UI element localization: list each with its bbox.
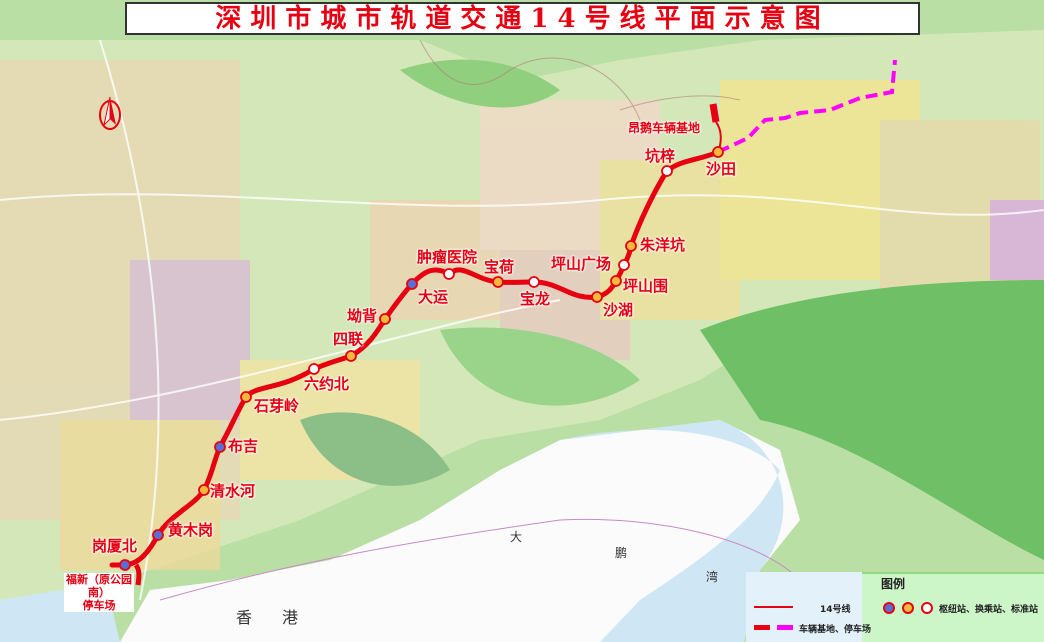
station-marker-transfer[interactable] xyxy=(492,276,504,288)
station-marker-standard[interactable] xyxy=(661,165,673,177)
station-label[interactable]: 宝龙 xyxy=(520,290,551,308)
station-label[interactable]: 黄木岗 xyxy=(168,521,214,539)
station-label[interactable]: 沙田 xyxy=(706,160,737,178)
station-marker-standard[interactable] xyxy=(618,259,630,271)
station-label[interactable]: 清水河 xyxy=(210,482,256,500)
station-label[interactable]: 四联 xyxy=(333,330,364,348)
legend-standard-icon xyxy=(921,602,933,614)
legend-heading: 图例 xyxy=(881,577,906,591)
station-label[interactable]: 坑梓 xyxy=(645,147,676,165)
map-title: 深圳市城市轨道交通14号线平面示意图 xyxy=(125,2,920,35)
legend-transfer-icon xyxy=(902,602,914,614)
station-label[interactable]: 宝荷 xyxy=(484,258,515,276)
north-arrow-icon xyxy=(96,95,124,141)
place-hongkong: 香港 xyxy=(236,608,329,627)
station-marker-standard[interactable] xyxy=(308,363,320,375)
depot-north-bar xyxy=(709,103,720,123)
station-label[interactable]: 坳背 xyxy=(347,307,378,325)
place-bay-3: 湾 xyxy=(706,570,719,584)
depot-south-label: 福新（原公园南） 停车场 xyxy=(64,573,134,612)
station-label[interactable]: 肿瘤医院 xyxy=(417,248,478,266)
station-label[interactable]: 岗厦北 xyxy=(92,537,138,555)
legend-depot-label: 车辆基地、停车场 xyxy=(799,625,872,635)
station-marker-hub[interactable] xyxy=(119,559,131,571)
station-marker-standard[interactable] xyxy=(443,268,455,280)
station-marker-transfer[interactable] xyxy=(625,240,637,252)
legend-line-label: 14号线 xyxy=(820,605,851,615)
station-marker-standard[interactable] xyxy=(528,276,540,288)
depot-north-label: 昂鹅车辆基地 xyxy=(628,121,701,135)
station-label[interactable]: 朱洋坑 xyxy=(640,236,686,254)
legend-depot-swatch xyxy=(754,625,770,630)
depot-south-line2: 停车场 xyxy=(82,599,116,612)
station-label[interactable]: 沙湖 xyxy=(603,301,634,319)
station-marker-transfer[interactable] xyxy=(591,291,603,303)
station-label[interactable]: 石芽岭 xyxy=(254,397,300,415)
station-label[interactable]: 布吉 xyxy=(228,437,259,455)
station-label[interactable]: 坪山围 xyxy=(623,277,669,295)
station-label[interactable]: 坪山广场 xyxy=(551,255,612,273)
station-marker-hub[interactable] xyxy=(406,278,418,290)
parking-dashed-line xyxy=(717,59,897,154)
station-marker-transfer[interactable] xyxy=(198,484,210,496)
station-marker-transfer[interactable] xyxy=(345,350,357,362)
station-label[interactable]: 六约北 xyxy=(304,375,350,393)
station-marker-transfer[interactable] xyxy=(712,146,724,158)
station-marker-hub[interactable] xyxy=(152,529,164,541)
station-marker-transfer[interactable] xyxy=(610,275,622,287)
legend-parking-swatch xyxy=(777,625,793,630)
station-label[interactable]: 大运 xyxy=(418,288,449,306)
legend: 图例 14号线 车辆基地、停车场 枢纽站、换乘站、标准站 xyxy=(746,572,1044,642)
legend-hub-icon xyxy=(883,602,895,614)
legend-station-types-label: 枢纽站、换乘站、标准站 xyxy=(939,605,1039,615)
station-marker-transfer[interactable] xyxy=(240,391,252,403)
station-marker-hub[interactable] xyxy=(214,441,226,453)
station-marker-transfer[interactable] xyxy=(379,313,391,325)
depot-south-line1: 福新（原公园南） xyxy=(66,573,132,599)
place-bay-1: 大 xyxy=(510,530,523,544)
place-bay-2: 鹏 xyxy=(615,546,628,560)
